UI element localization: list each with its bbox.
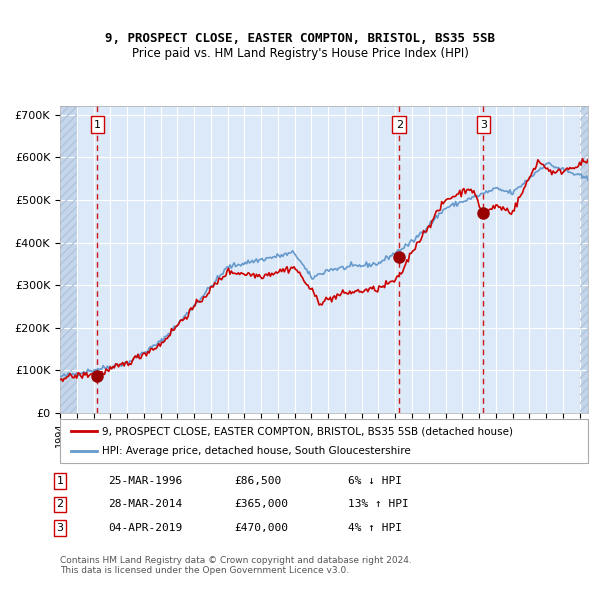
Text: 4% ↑ HPI: 4% ↑ HPI [348,523,402,533]
Text: £86,500: £86,500 [234,476,281,486]
Text: 9, PROSPECT CLOSE, EASTER COMPTON, BRISTOL, BS35 5SB: 9, PROSPECT CLOSE, EASTER COMPTON, BRIST… [105,32,495,45]
Text: £365,000: £365,000 [234,500,288,509]
Text: 6% ↓ HPI: 6% ↓ HPI [348,476,402,486]
Text: 3: 3 [480,120,487,130]
Text: 3: 3 [56,523,64,533]
Text: 04-APR-2019: 04-APR-2019 [108,523,182,533]
Text: 2: 2 [395,120,403,130]
Text: 25-MAR-1996: 25-MAR-1996 [108,476,182,486]
Text: 1: 1 [56,476,64,486]
Bar [60,106,77,413]
Text: 13% ↑ HPI: 13% ↑ HPI [348,500,409,509]
Text: Price paid vs. HM Land Registry's House Price Index (HPI): Price paid vs. HM Land Registry's House … [131,47,469,60]
Text: 28-MAR-2014: 28-MAR-2014 [108,500,182,509]
Text: £470,000: £470,000 [234,523,288,533]
Text: 1: 1 [94,120,101,130]
FancyBboxPatch shape [60,419,588,463]
Text: 2: 2 [56,500,64,509]
Text: HPI: Average price, detached house, South Gloucestershire: HPI: Average price, detached house, Sout… [102,446,411,455]
Text: 9, PROSPECT CLOSE, EASTER COMPTON, BRISTOL, BS35 5SB (detached house): 9, PROSPECT CLOSE, EASTER COMPTON, BRIST… [102,427,513,436]
Bar [580,106,588,413]
Text: Contains HM Land Registry data © Crown copyright and database right 2024.
This d: Contains HM Land Registry data © Crown c… [60,556,412,575]
